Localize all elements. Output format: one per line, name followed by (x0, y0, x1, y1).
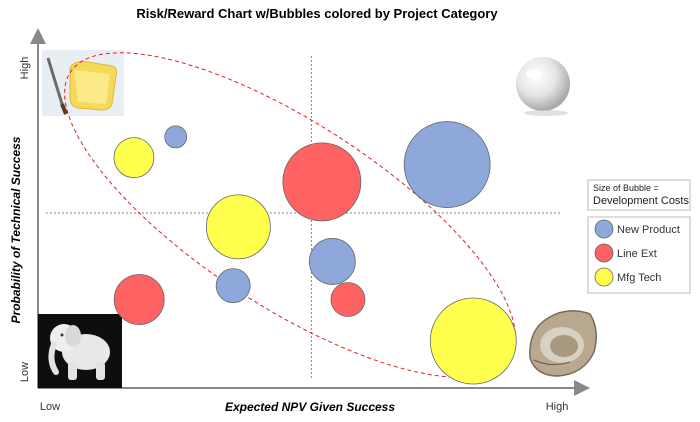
bubble-new-product-3 (308, 238, 356, 285)
white-elephant-icon (38, 314, 122, 388)
legend-swatch-line-ext (594, 243, 614, 263)
x-tick-low: Low (40, 401, 60, 413)
pearl-icon (516, 57, 570, 116)
y-axis-title: Probability of Technical Success (9, 136, 23, 323)
legend-label-mfg-tech: Mfg Tech (617, 272, 661, 284)
y-tick-high: High (19, 57, 31, 80)
legend: New Product Line Ext Mfg Tech (587, 216, 691, 294)
legend-swatch-mfg-tech (594, 267, 614, 287)
bubble-new-product-2 (403, 121, 491, 208)
bubble-line-ext-3 (330, 282, 366, 317)
bread-and-knife-icon (42, 50, 124, 116)
chart-title: Risk/Reward Chart w/Bubbles colored by P… (136, 6, 498, 21)
size-note-line2: Development Costs (593, 195, 689, 207)
bubble-new-product-1 (164, 125, 188, 149)
bubbles-group (113, 121, 517, 385)
bubble-line-ext-1 (282, 142, 362, 222)
size-note: Size of Bubble = Development Costs (587, 179, 691, 211)
bubble-mfg-tech-3 (429, 297, 517, 385)
bubble-mfg-tech-2 (205, 194, 271, 260)
legend-swatch-new-product (594, 219, 614, 239)
legend-label-line-ext: Line Ext (617, 248, 657, 260)
bubble-new-product-4 (215, 268, 251, 304)
oyster-icon (529, 310, 597, 377)
x-axis-title: Expected NPV Given Success (225, 400, 395, 414)
size-note-line1: Size of Bubble = (593, 183, 659, 193)
legend-label-new-product: New Product (617, 224, 680, 236)
bubble-line-ext-2 (113, 274, 165, 325)
bubble-mfg-tech-1 (113, 137, 155, 179)
x-tick-high: High (546, 401, 569, 413)
y-tick-low: Low (19, 362, 31, 382)
